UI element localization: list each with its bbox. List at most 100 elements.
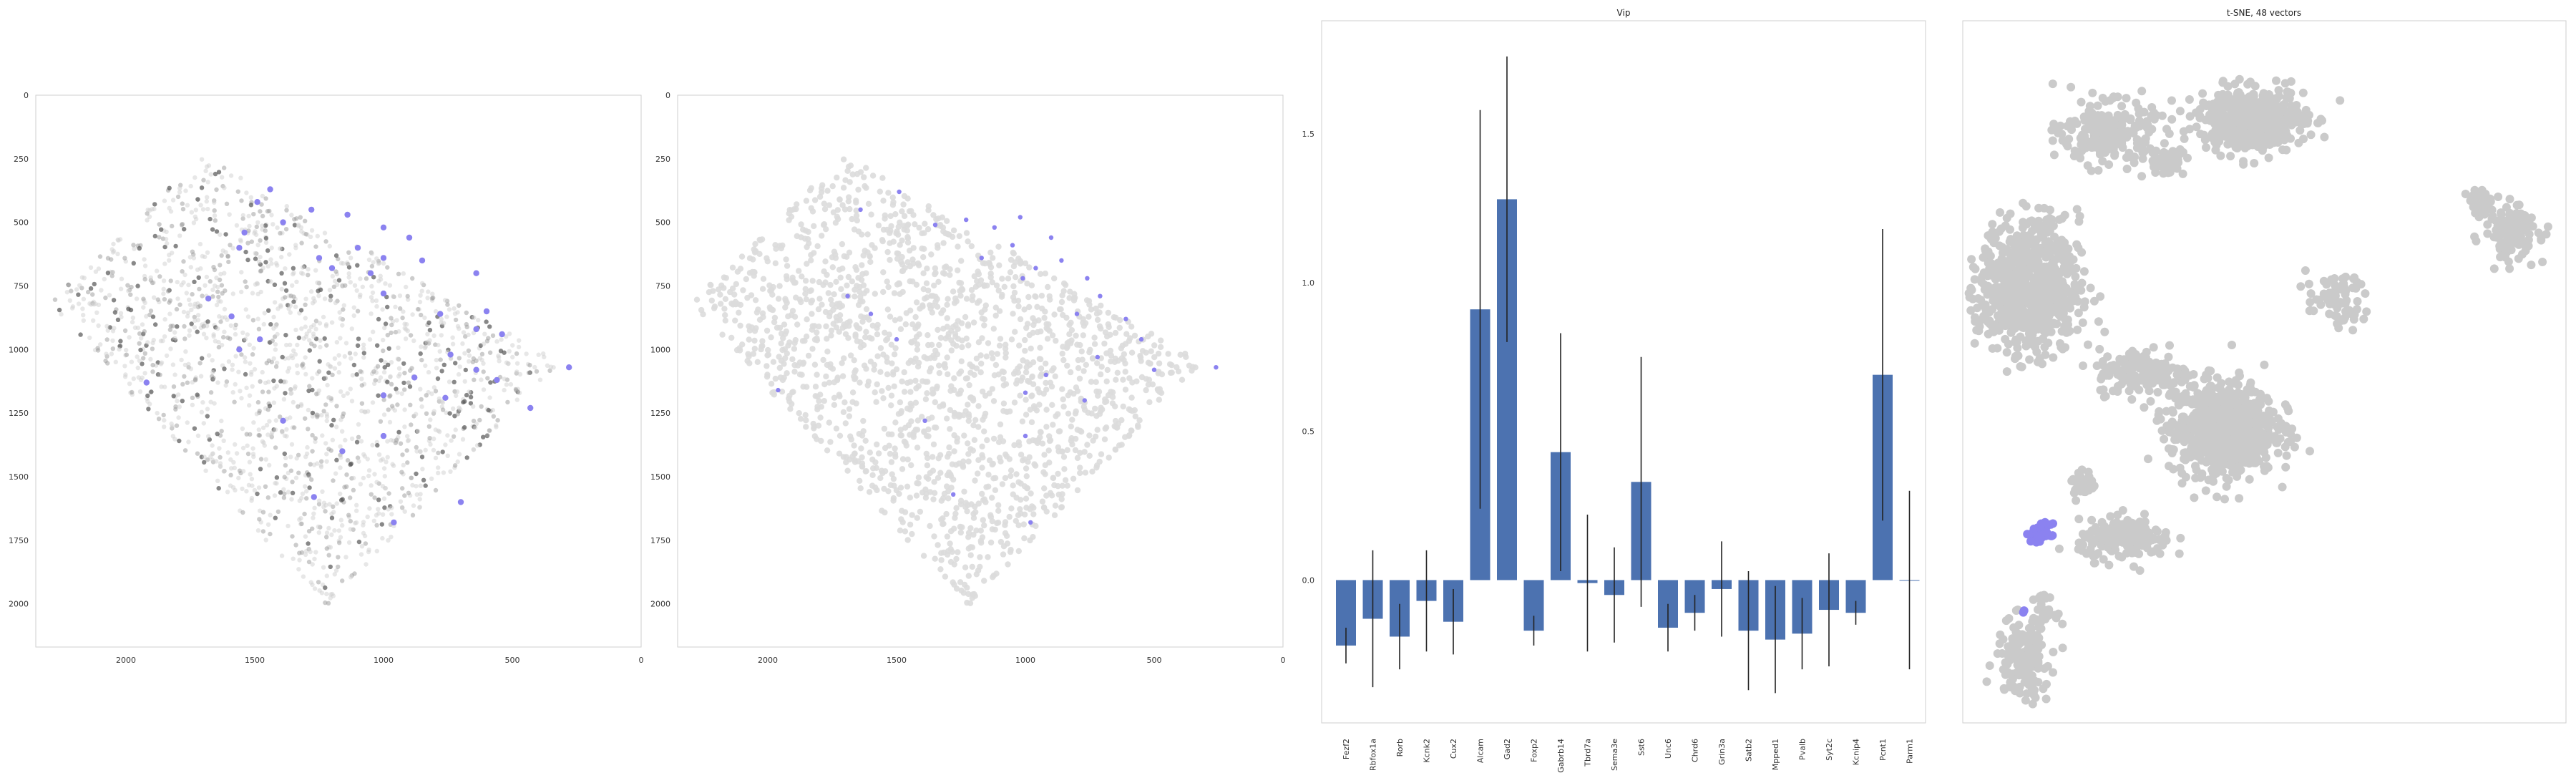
tsne-point (2067, 82, 2076, 92)
tsne-point (2316, 115, 2326, 124)
cell-point (885, 190, 892, 196)
cell-point (333, 278, 338, 283)
cell-point (494, 423, 499, 428)
tsne-point (2179, 127, 2188, 136)
cell-point (834, 215, 841, 223)
cell-point (278, 379, 283, 384)
cell-point (246, 213, 251, 219)
cell-point (897, 427, 904, 433)
cell-point (778, 245, 785, 252)
cell-point (1030, 511, 1037, 517)
cell-point (324, 530, 330, 535)
cell-point (498, 349, 504, 354)
cell-point (175, 194, 181, 200)
cell-point (444, 314, 449, 319)
cell-point (320, 433, 325, 438)
tsne-point (2002, 367, 2011, 376)
cell-point (814, 335, 820, 341)
cell-point (298, 403, 304, 408)
cell-point (526, 370, 532, 376)
cell-point (225, 450, 230, 455)
cell-point (454, 389, 460, 394)
tsne-point (2263, 96, 2272, 105)
cell-point (270, 222, 275, 227)
y-tick-labels: 0.00.51.01.5 (1302, 130, 1315, 585)
cell-point (497, 359, 502, 364)
cell-point (970, 515, 977, 521)
cell-point (295, 371, 300, 376)
cell-point (811, 433, 819, 439)
tsne-point (2306, 289, 2316, 298)
cell-point (230, 367, 235, 372)
highlight-point (1151, 367, 1157, 372)
cell-point (205, 250, 210, 255)
cell-point (914, 341, 921, 348)
cell-point (212, 267, 218, 273)
cell-point (860, 428, 867, 434)
cell-point (417, 505, 423, 510)
highlight-point (473, 366, 479, 373)
x-tick-label: Cux2 (1449, 739, 1458, 759)
cell-point (1094, 427, 1101, 433)
cell-point (304, 331, 309, 336)
tsne-point (2329, 293, 2338, 303)
cell-point (987, 512, 994, 518)
highlight-point (442, 394, 449, 401)
cell-point (336, 353, 341, 358)
cell-point (274, 475, 280, 480)
cell-point (156, 417, 162, 422)
tsne-point (2304, 279, 2313, 288)
cell-point (213, 218, 218, 223)
cell-point (243, 307, 248, 312)
cell-point (990, 355, 996, 361)
cell-point (951, 375, 957, 381)
cell-point (839, 360, 845, 366)
cell-point (937, 403, 943, 410)
cell-point (306, 388, 311, 394)
cell-point (932, 271, 938, 278)
cell-point (251, 420, 256, 425)
tsne-point (2077, 97, 2086, 107)
cell-point (263, 260, 268, 265)
cell-point (359, 383, 364, 388)
cell-point (431, 447, 436, 453)
cell-point (304, 489, 309, 494)
cell-point (77, 283, 82, 288)
cell-point (369, 311, 374, 316)
cell-point (802, 286, 809, 292)
cell-point (180, 381, 185, 387)
cell-point (214, 187, 219, 193)
cell-point (502, 387, 507, 393)
cell-point (1086, 452, 1093, 459)
cell-point (947, 407, 954, 414)
cell-point (946, 444, 952, 451)
cell-point (381, 261, 386, 266)
cell-point (216, 486, 221, 491)
cell-point (905, 360, 912, 366)
tsne-point (2306, 298, 2315, 307)
cell-point (206, 353, 212, 358)
cell-point (282, 491, 287, 497)
cell-point (885, 283, 892, 291)
cell-point (326, 553, 331, 558)
cell-point (859, 262, 865, 268)
cell-point (260, 369, 265, 375)
cell-point (722, 317, 728, 324)
cell-point (1060, 356, 1067, 364)
cell-point (898, 432, 905, 439)
cell-point (292, 386, 298, 391)
cell-point (354, 502, 359, 507)
cell-point (881, 425, 888, 432)
cell-point (327, 502, 332, 507)
tsne-point (2104, 160, 2114, 169)
cell-point (451, 406, 456, 412)
cell-point (192, 426, 197, 431)
cell-point (1011, 289, 1018, 296)
cell-point (346, 512, 351, 517)
cell-point (1155, 350, 1162, 357)
y-tick-label: 0 (665, 91, 670, 100)
cell-point (1083, 361, 1090, 368)
cell-point (317, 359, 322, 364)
cell-point (309, 477, 314, 482)
cell-point (248, 432, 253, 437)
